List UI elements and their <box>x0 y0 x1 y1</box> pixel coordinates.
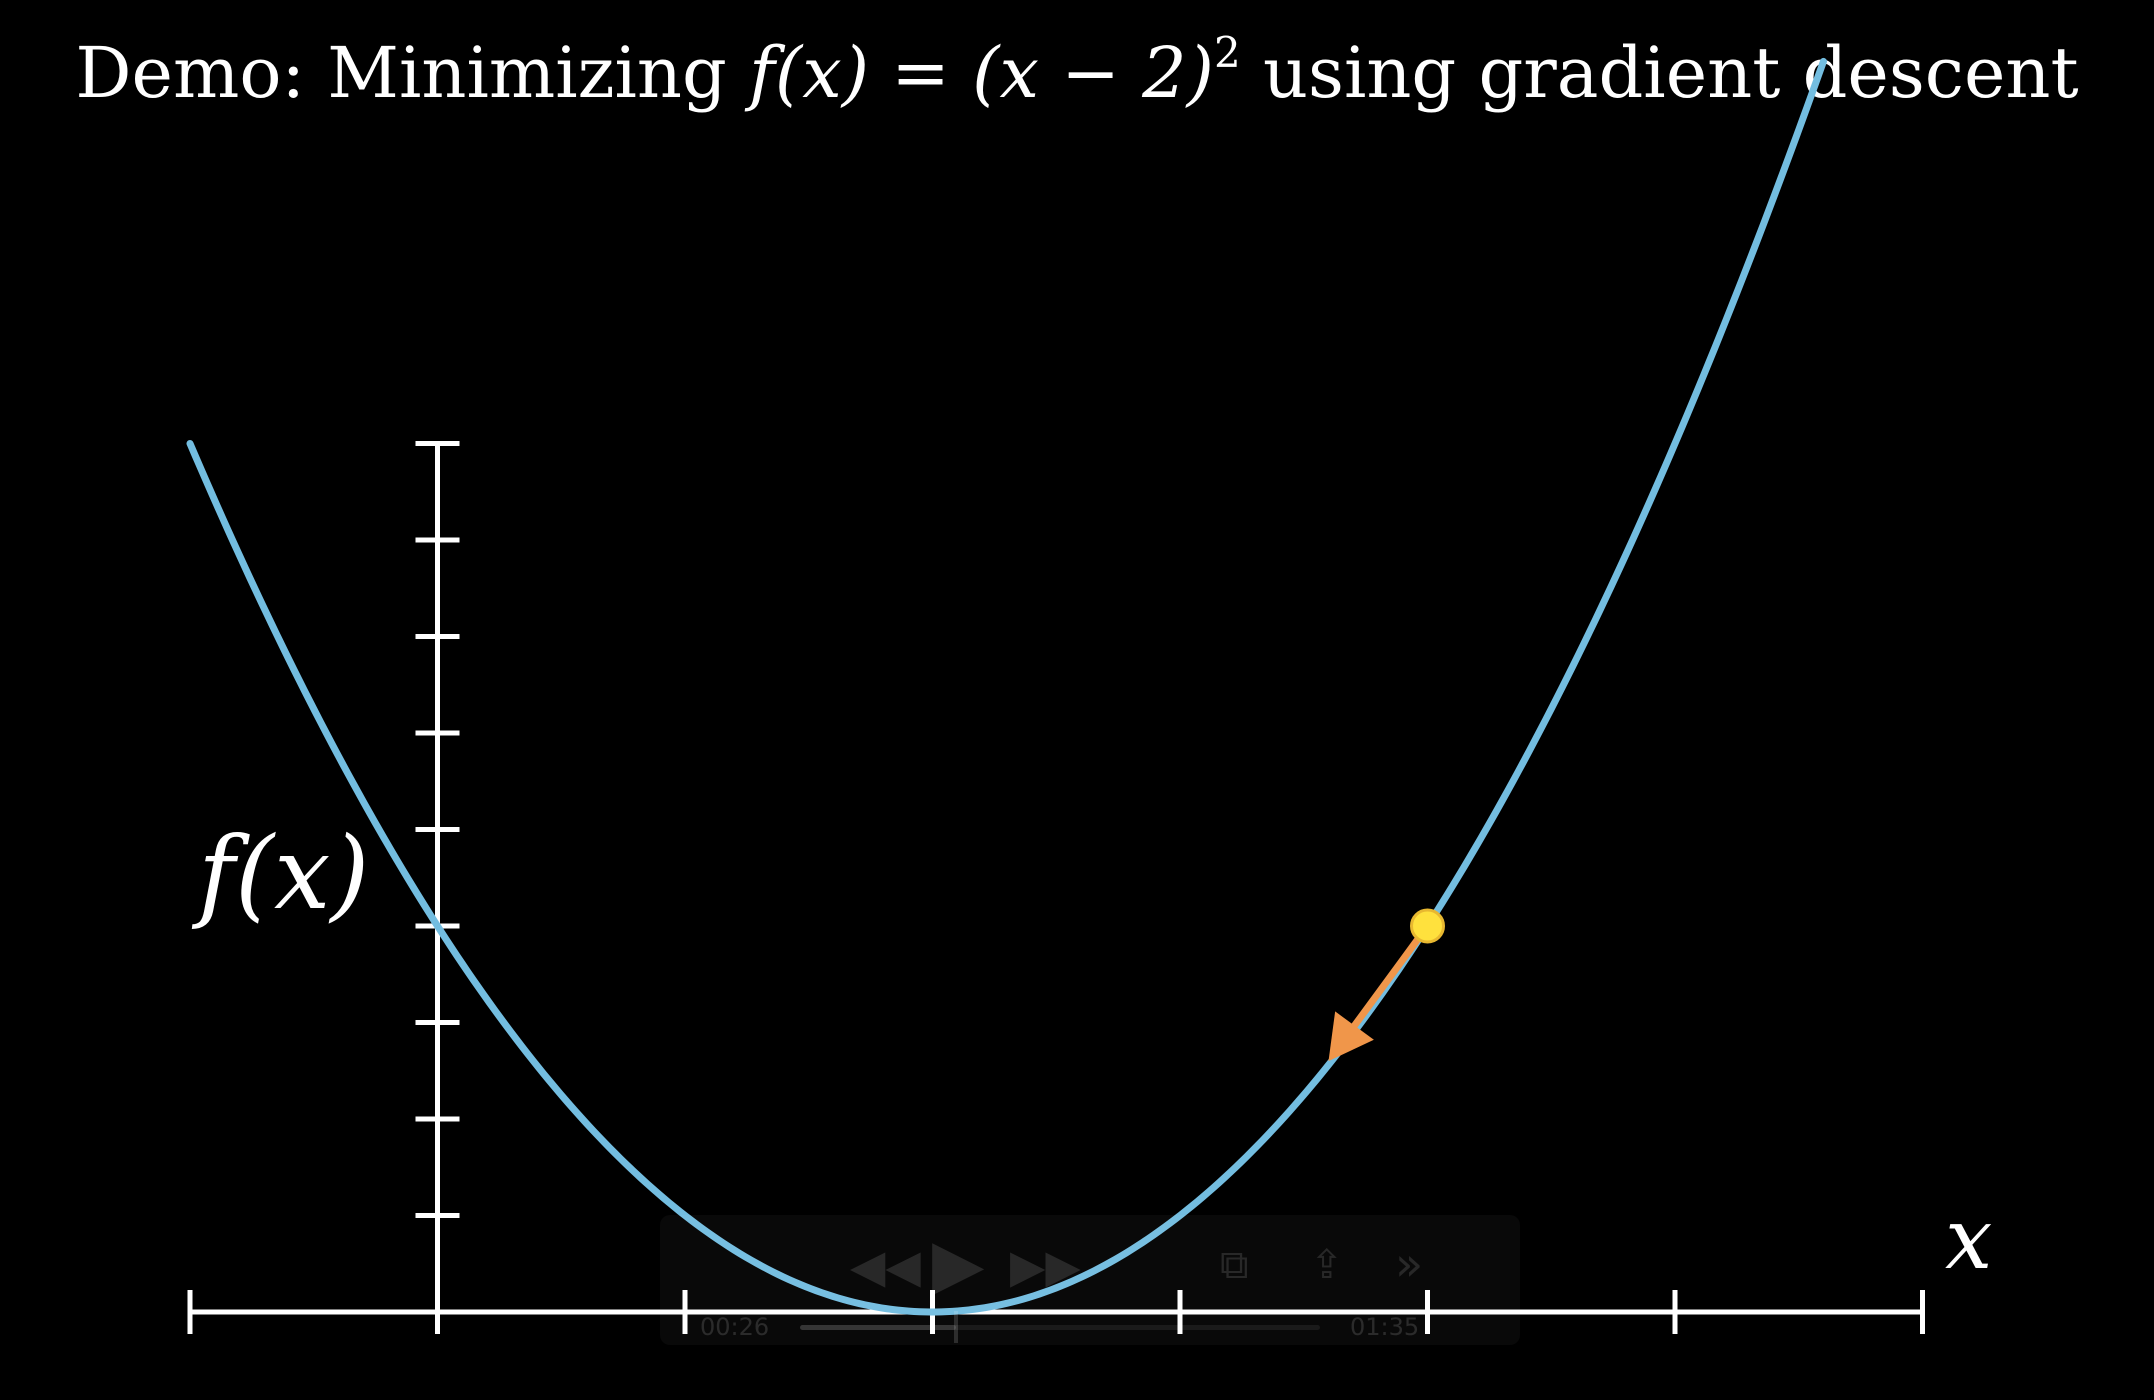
x-axis-label: x <box>1945 1190 1992 1288</box>
gradient-step-arrow-head <box>1328 1011 1374 1062</box>
current-point <box>1410 908 1445 944</box>
gradient-step-arrow-shaft <box>1351 922 1431 1030</box>
page-title: Demo: Minimizing f(x) = (x − 2)2 using g… <box>0 8 2154 118</box>
axes <box>187 441 1925 1334</box>
share-icon[interactable]: ⇪ <box>1310 1242 1344 1288</box>
picture-in-picture-icon[interactable]: ⧉ <box>1220 1242 1249 1288</box>
time-elapsed: 00:26 <box>700 1313 770 1341</box>
video-player-controls[interactable]: ◀◀ ▶ ▶▶ ⧉ ⇪ » 00:26 01:35 <box>660 1215 1520 1345</box>
parabola-curve <box>186 57 1827 1316</box>
rewind-icon[interactable]: ◀◀ <box>850 1239 921 1293</box>
progress-fill <box>800 1325 956 1330</box>
progress-handle[interactable] <box>954 1311 958 1343</box>
title-exponent: 2 <box>1213 28 1241 77</box>
descent-marks <box>1328 908 1445 1062</box>
title-prefix: Demo: Minimizing <box>75 32 750 114</box>
title-suffix: using gradient descent <box>1240 32 2079 114</box>
y-axis-label: f(x) <box>191 815 369 932</box>
time-remaining: 01:35 <box>1350 1313 1420 1341</box>
play-icon[interactable]: ▶ <box>932 1225 985 1304</box>
title-function: f(x) = (x − 2) <box>749 32 1214 114</box>
more-icon[interactable]: » <box>1395 1237 1424 1291</box>
progress-scrubber[interactable] <box>800 1311 1320 1343</box>
fast-forward-icon[interactable]: ▶▶ <box>1010 1239 1081 1293</box>
